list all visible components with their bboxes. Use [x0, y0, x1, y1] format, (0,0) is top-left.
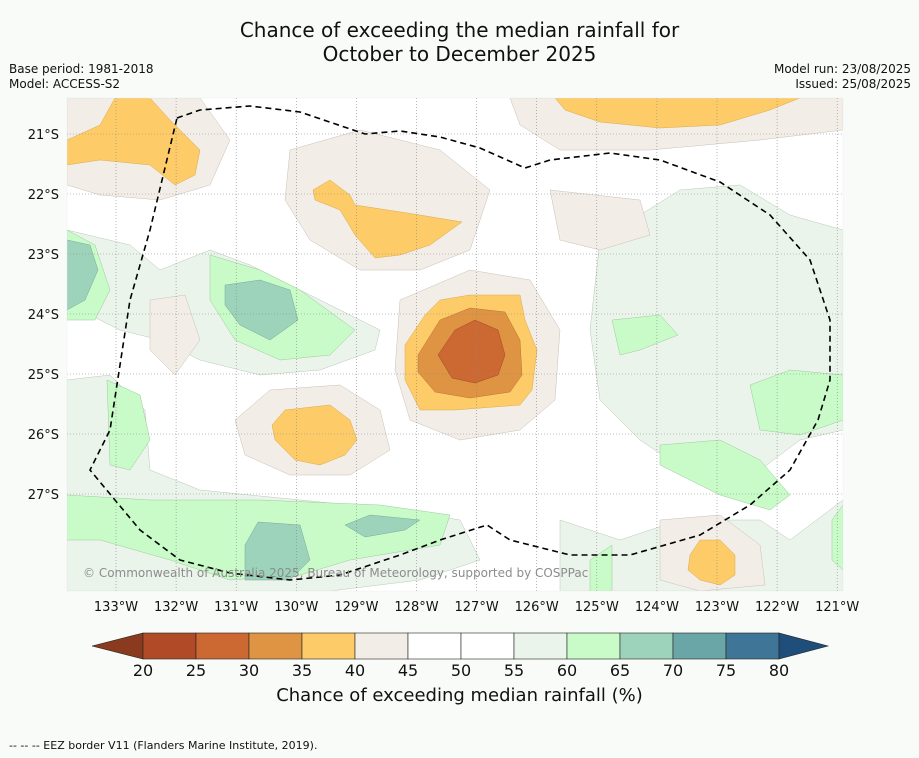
eez-footer-note: -- -- -- EEZ border V11 (Flanders Marine…: [9, 739, 318, 752]
colorbar-bin: [619, 632, 674, 660]
map-title-line1: Chance of exceeding the median rainfall …: [239, 18, 680, 42]
colorbar-bin: [672, 632, 727, 660]
model-name: Model: ACCESS-S2: [9, 77, 121, 91]
colorbar-tick: 55: [504, 661, 524, 680]
colorbar-bin: [248, 632, 303, 660]
colorbar-tick: 30: [239, 661, 259, 680]
lon-label: 128°W: [394, 600, 438, 615]
colorbar-tick: 25: [186, 661, 206, 680]
lat-label: 21°S: [28, 128, 59, 143]
lon-label: 133°W: [94, 600, 138, 615]
colorbar-bin: [354, 632, 409, 660]
lon-label: 130°W: [274, 600, 318, 615]
colorbar-tick: 75: [716, 661, 736, 680]
issued-date: Issued: 25/08/2025: [795, 77, 911, 91]
map-title-line2: October to December 2025: [322, 42, 597, 66]
eez-border: [89, 105, 831, 581]
colorbar-tick: 70: [663, 661, 683, 680]
lon-label: 127°W: [455, 600, 499, 615]
lon-label: 121°W: [815, 600, 859, 615]
colorbar-tick: 20: [133, 661, 153, 680]
colorbar-high-arrow: [778, 632, 830, 660]
colorbar-tick: 45: [398, 661, 418, 680]
colorbar-tick: 80: [769, 661, 789, 680]
map-title: Chance of exceeding the median rainfall …: [0, 18, 919, 66]
colorbar-low-arrow: [91, 632, 144, 660]
lon-label: 132°W: [154, 600, 198, 615]
copyright-text: © Commonwealth of Australia 2025, Bureau…: [83, 566, 588, 580]
meta-left: Base period: 1981-2018 Model: ACCESS-S2: [9, 62, 154, 92]
map-plot-area: © Commonwealth of Australia 2025, Bureau…: [67, 98, 843, 591]
lon-label: 126°W: [515, 600, 559, 615]
lat-label: 24°S: [28, 308, 59, 323]
lon-label: 131°W: [214, 600, 258, 615]
colorbar-bin: [142, 632, 197, 660]
colorbar-label: Chance of exceeding median rainfall (%): [276, 685, 643, 706]
lat-label: 27°S: [28, 488, 59, 503]
lon-label: 124°W: [635, 600, 679, 615]
longitude-labels: 133°W 132°W 131°W 130°W 129°W 128°W 127°W 126°W…: [94, 600, 860, 615]
base-period: Base period: 1981-2018: [9, 62, 154, 76]
colorbar-bin: [513, 632, 568, 660]
colorbar-tick: 60: [557, 661, 577, 680]
map-frame: [66, 97, 844, 592]
zones-65-70: [67, 239, 421, 581]
map-gridlines: [67, 98, 843, 591]
lat-label: 25°S: [28, 368, 59, 383]
latitude-labels: 21°S 22°S 23°S 24°S 25°S 26°S 27°S: [28, 128, 59, 503]
lat-label: 26°S: [28, 428, 59, 443]
lon-label: 123°W: [695, 600, 739, 615]
lon-label: 125°W: [575, 600, 619, 615]
zone-25-30: [437, 319, 506, 384]
lon-label: 129°W: [334, 600, 378, 615]
colorbar: 20 25 30 35 40 45 50 55 60 65 70 75 80: [91, 632, 830, 680]
colorbar-tick: 35: [292, 661, 312, 680]
colorbar-tick: 40: [345, 661, 365, 680]
lon-label: 122°W: [755, 600, 799, 615]
colorbar-bin: [195, 632, 250, 660]
model-run: Model run: 23/08/2025: [773, 62, 911, 76]
colorbar-bin: [301, 632, 356, 660]
colorbar-tick: 50: [451, 661, 471, 680]
meta-right: Model run: 23/08/2025 Issued: 25/08/2025: [774, 62, 911, 92]
colorbar-bin: [566, 632, 621, 660]
colorbar-bin: [407, 632, 462, 660]
lat-label: 23°S: [28, 248, 59, 263]
colorbar-bin: [460, 632, 515, 660]
colorbar-tick: 65: [610, 661, 630, 680]
colorbar-bin: [725, 632, 780, 660]
lat-label: 22°S: [28, 188, 59, 203]
